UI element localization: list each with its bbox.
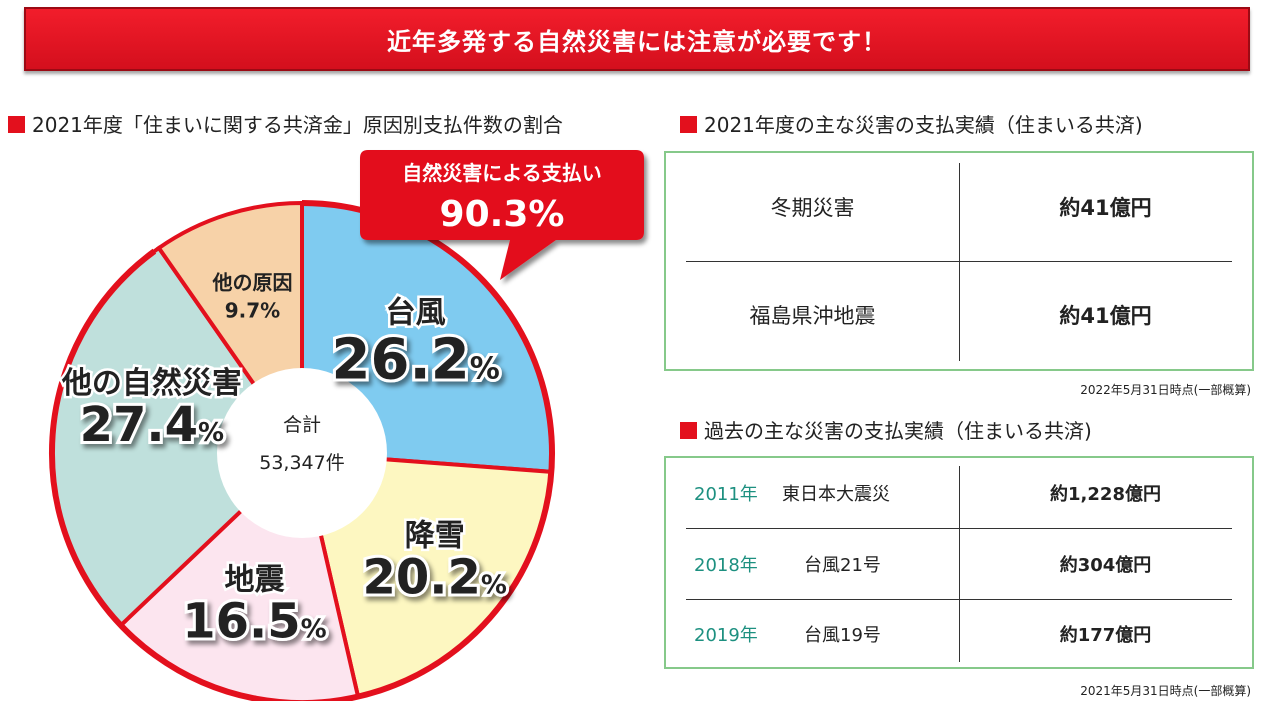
pie-slice-unit: % bbox=[301, 614, 327, 644]
red-square-bullet bbox=[680, 116, 697, 133]
table2021-row-amount: 約41億円 bbox=[1059, 196, 1152, 220]
table-past-amount: 約177億円 bbox=[1059, 625, 1152, 646]
center-total-value: 53,347件 bbox=[259, 452, 344, 474]
table-divider bbox=[959, 163, 960, 361]
pie-slice-number: 26.2 bbox=[332, 327, 470, 392]
table2021-row-name: 福島県沖地震 bbox=[749, 304, 876, 328]
table2021-heading-text: 2021年度の主な災害の支払実績（住まいる共済) bbox=[704, 113, 1143, 137]
table-divider bbox=[686, 528, 1232, 529]
table-past-note: 2021年5月31日時点(一部概算) bbox=[1080, 684, 1251, 698]
table2021-row-name: 冬期災害 bbox=[770, 196, 855, 220]
pie-slice-unit: % bbox=[198, 418, 224, 448]
red-square-bullet bbox=[680, 422, 697, 439]
pie-slice-number: 20.2 bbox=[362, 549, 480, 605]
pie-slice-label: 降雪 bbox=[405, 518, 465, 553]
red-square-bullet bbox=[8, 116, 25, 133]
pie-slice-value: 9.7% bbox=[225, 299, 280, 323]
pie-slice-value: 27.4% bbox=[80, 397, 225, 453]
table-past-year: 2018年 bbox=[694, 554, 758, 576]
table-past-year: 2011年 bbox=[694, 484, 758, 505]
pie-slice-value: 20.2% bbox=[362, 549, 507, 605]
pie-slice-unit: % bbox=[481, 570, 507, 600]
callout-bubble bbox=[360, 150, 644, 280]
pie-slice-number: 27.4 bbox=[80, 397, 198, 453]
table-past-amount: 約1,228億円 bbox=[1050, 484, 1161, 505]
table-past-heading-text: 過去の主な災害の支払実績（住まいる共済) bbox=[704, 419, 1092, 443]
pie-slice-label: 地震 bbox=[224, 562, 285, 597]
table2021-note: 2022年5月31日時点(一部概算) bbox=[1080, 383, 1251, 397]
table-past: 2011年 東日本大震災 約1,228億円 2018年 台風21号 約304億円… bbox=[664, 456, 1254, 669]
table-past-year: 2019年 bbox=[694, 625, 758, 646]
callout-value: 90.3% bbox=[440, 194, 565, 235]
table-divider bbox=[959, 466, 960, 662]
table-past-disaster: 台風21号 bbox=[804, 554, 881, 576]
table-divider bbox=[686, 599, 1232, 600]
callout-label: 自然災害による支払い bbox=[402, 161, 601, 185]
table2021-row-amount: 約41億円 bbox=[1059, 304, 1152, 328]
table2021: 冬期災害 約41億円 福島県沖地震 約41億円 bbox=[664, 151, 1254, 371]
pie-slice-label: 台風 bbox=[386, 295, 446, 330]
table-past-heading: 過去の主な災害の支払実績（住まいる共済) bbox=[680, 415, 1092, 444]
table-past-disaster: 台風19号 bbox=[804, 625, 881, 646]
pie-slice-label: 他の原因 bbox=[211, 271, 292, 295]
pie-heading-text: 2021年度「住まいに関する共済金」原因別支払件数の割合 bbox=[32, 113, 563, 137]
table-past-disaster: 東日本大震災 bbox=[782, 484, 890, 505]
table2021-heading: 2021年度の主な災害の支払実績（住まいる共済) bbox=[680, 109, 1143, 138]
pie-slice-value: 16.5% bbox=[182, 593, 327, 649]
pie-slice-number: 16.5 bbox=[182, 593, 300, 649]
title-banner: 近年多発する自然災害には注意が必要です！ bbox=[24, 7, 1250, 71]
pie-slice-value: 26.2% bbox=[332, 327, 500, 392]
pie-section-heading: 2021年度「住まいに関する共済金」原因別支払件数の割合 bbox=[8, 109, 563, 138]
banner-title: 近年多発する自然災害には注意が必要です！ bbox=[387, 27, 887, 56]
natural-disaster-highlight-ring bbox=[48, 200, 555, 701]
pie-slice-number: 9.7% bbox=[225, 299, 280, 323]
table-past-amount: 約304億円 bbox=[1059, 554, 1152, 576]
center-total-label: 合計 bbox=[283, 414, 321, 436]
pie-slice-label: 他の自然災害 bbox=[61, 366, 242, 401]
pie-slice-unit: % bbox=[470, 351, 500, 386]
table-divider bbox=[686, 261, 1232, 262]
pie-center-hole bbox=[217, 368, 387, 538]
